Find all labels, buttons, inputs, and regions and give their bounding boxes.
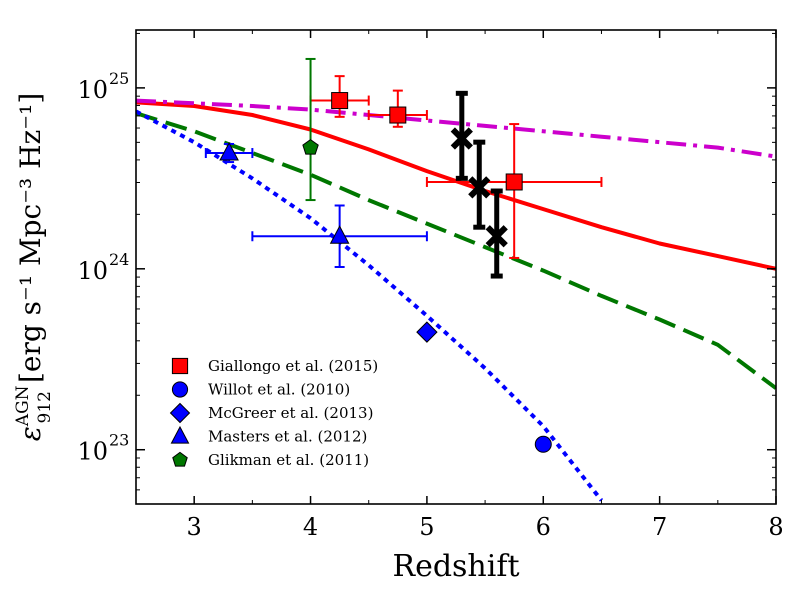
legend-label: Giallongo et al. (2015) [208, 357, 378, 375]
triangle-marker [329, 225, 350, 244]
triangle-marker [219, 141, 239, 161]
legend-label: Masters et al. (2012) [208, 428, 367, 446]
x-tick-label: 8 [768, 513, 783, 541]
data-point-triangle-0 [204, 141, 254, 164]
data-point-square-0 [309, 75, 370, 118]
data-point-x-0 [450, 90, 473, 181]
legend-diamond-marker [169, 402, 191, 424]
data-point-square-1 [367, 89, 428, 128]
pentagon-marker [302, 138, 319, 155]
y-axis-label: εAGN 912 [erg s⁻¹ Mpc⁻³ Hz⁻¹] [13, 93, 55, 441]
data-point-x-1 [468, 139, 491, 230]
x-axis-label: Redshift [392, 549, 519, 584]
data-points [204, 57, 603, 453]
legend-item-circle: Willot et al. (2010) [171, 381, 350, 399]
legend-triangle-marker [170, 425, 190, 444]
square-marker [389, 106, 407, 124]
data-point-triangle-1 [251, 204, 428, 268]
plot-frame [135, 29, 777, 505]
x-tick-label: 6 [536, 513, 551, 541]
y-tick-exponent: 23 [109, 431, 129, 450]
y-tick-exponent: 24 [109, 250, 129, 269]
y-axis-units: [erg s⁻¹ Mpc⁻³ Hz⁻¹] [14, 93, 47, 383]
y-tick-label: 10 [77, 257, 108, 285]
x-marker [468, 176, 491, 199]
data-point-square-2 [425, 123, 603, 259]
legend-item-diamond: McGreer et al. (2013) [169, 402, 373, 424]
data-point-x-2 [485, 188, 508, 279]
legend-square-marker [171, 357, 189, 375]
model-curve-dashdot [136, 98, 776, 159]
legend: Giallongo et al. (2015) Willot et al. (20… [169, 357, 378, 469]
x-marker [485, 225, 508, 248]
legend-label: Willot et al. (2010) [208, 381, 350, 399]
legend-label: Glikman et al. (2011) [208, 451, 369, 469]
y-axis-subscript: 912 [35, 391, 55, 423]
square-marker [505, 173, 523, 191]
x-tick-label: 7 [652, 513, 667, 541]
legend-circle-marker [171, 381, 189, 398]
legend-item-triangle: Masters et al. (2012) [170, 425, 367, 446]
x-tick-label: 5 [419, 513, 434, 541]
square-marker [331, 92, 349, 110]
model-curve-dashed [136, 111, 776, 390]
circle-marker [534, 435, 552, 453]
y-tick-label: 10 [77, 438, 108, 466]
x-marker [450, 127, 473, 150]
x-tick-label: 3 [187, 513, 202, 541]
legend-label: McGreer et al. (2013) [208, 404, 373, 422]
x-tick-label: 4 [303, 513, 318, 541]
data-point-pentagon-0 [302, 57, 319, 202]
y-tick-exponent: 25 [109, 69, 129, 88]
y-axis-symbol: ε [14, 426, 47, 441]
legend-pentagon-marker [172, 451, 188, 467]
legend-item-square: Giallongo et al. (2015) [171, 357, 378, 375]
legend-item-pentagon: Glikman et al. (2011) [172, 451, 369, 469]
data-point-circle-0 [534, 435, 552, 453]
y-tick-label: 10 [77, 76, 108, 104]
data-point-diamond-0 [416, 321, 438, 343]
y-axis-superscript: AGN [13, 385, 33, 427]
diamond-marker [416, 321, 438, 343]
